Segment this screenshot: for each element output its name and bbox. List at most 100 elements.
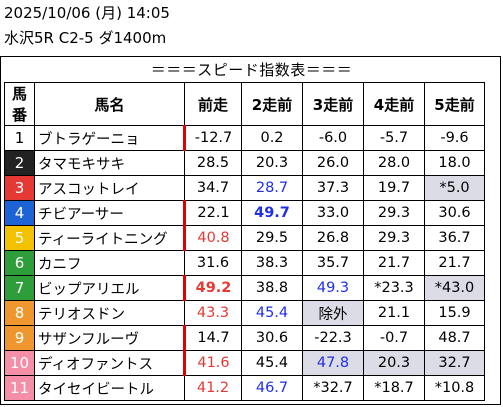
speed-index-cell: 28.5 bbox=[184, 150, 242, 176]
speed-index-cell: 19.7 bbox=[363, 175, 425, 201]
speed-index-cell: -0.7 bbox=[363, 325, 425, 351]
speed-index-cell: 0.2 bbox=[241, 125, 303, 151]
col-header-horse-name: 馬名 bbox=[34, 82, 185, 126]
horse-number-cell: 6 bbox=[4, 250, 35, 276]
speed-index-cell: 49.2 bbox=[183, 275, 242, 301]
speed-index-cell: 29.3 bbox=[363, 225, 425, 251]
table-frame bbox=[0, 56, 501, 405]
horse-name-cell: ディオファントス bbox=[34, 350, 185, 376]
speed-index-cell: *18.7 bbox=[363, 375, 425, 401]
speed-index-cell: 49.7 bbox=[241, 200, 303, 226]
horse-number-cell: 1 bbox=[4, 125, 35, 151]
horse-number-cell: 5 bbox=[4, 225, 35, 251]
speed-index-table: 馬番 馬名 前走 2走前 3走前 4走前 5走前 1 ブトラゲーニョ -12.7… bbox=[4, 82, 485, 401]
speed-index-cell: 41.2 bbox=[184, 375, 242, 401]
horse-name-cell: ビップアリエル bbox=[34, 275, 185, 301]
horse-name-cell: チビアーサー bbox=[34, 200, 185, 226]
speed-index-cell: 30.6 bbox=[241, 325, 303, 351]
horse-number-cell: 3 bbox=[4, 175, 35, 201]
horse-number-cell: 8 bbox=[4, 300, 35, 326]
table-row: 8 テリオスドン 43.3 45.4 除外 21.1 15.9 bbox=[4, 300, 485, 326]
speed-index-cell: 20.3 bbox=[241, 150, 303, 176]
speed-index-cell: 47.8 bbox=[302, 350, 364, 376]
speed-index-cell: 14.7 bbox=[183, 325, 242, 351]
speed-index-cell: *43.0 bbox=[424, 275, 485, 301]
speed-index-cell: *23.3 bbox=[363, 275, 425, 301]
speed-index-cell: 21.7 bbox=[424, 250, 485, 276]
speed-index-cell: 22.1 bbox=[183, 200, 242, 226]
speed-index-cell: -12.7 bbox=[183, 125, 242, 151]
speed-index-cell: 35.7 bbox=[302, 250, 364, 276]
speed-index-cell: 32.7 bbox=[424, 350, 485, 376]
horse-number-cell: 9 bbox=[4, 325, 35, 351]
section-title: ＝＝＝スピード指数表＝＝＝ bbox=[150, 61, 353, 79]
col-header-number: 馬番 bbox=[4, 82, 35, 126]
horse-number-cell: 2 bbox=[4, 150, 35, 176]
table-row: 6 カニフ 31.6 38.3 35.7 21.7 21.7 bbox=[4, 250, 485, 276]
speed-index-cell: 46.7 bbox=[241, 375, 303, 401]
speed-index-cell: 29.5 bbox=[241, 225, 303, 251]
horse-name-cell: テリオスドン bbox=[34, 300, 185, 326]
table-row: 9 サザンフルーヴ 14.7 30.6 -22.3 -0.7 48.7 bbox=[4, 325, 485, 351]
speed-index-cell: 28.0 bbox=[363, 150, 425, 176]
speed-index-cell: 15.9 bbox=[424, 300, 485, 326]
header-row: 馬番 馬名 前走 2走前 3走前 4走前 5走前 bbox=[4, 82, 485, 126]
race-datetime: 2025/10/06 (月) 14:05 bbox=[4, 4, 170, 22]
table-row: 11 タイセイビートル 41.2 46.7 *32.7 *18.7 *10.8 bbox=[4, 375, 485, 401]
table-row: 1 ブトラゲーニョ -12.7 0.2 -6.0 -5.7 -9.6 bbox=[4, 125, 485, 151]
horse-number-cell: 7 bbox=[4, 275, 35, 301]
horse-number-cell: 10 bbox=[4, 350, 35, 376]
speed-index-cell: 38.8 bbox=[241, 275, 303, 301]
table-row: 5 ティーライトニング 40.8 29.5 26.8 29.3 36.7 bbox=[4, 225, 485, 251]
speed-index-cell: 34.7 bbox=[184, 175, 242, 201]
horse-number-cell: 4 bbox=[4, 200, 35, 226]
speed-index-cell: 45.4 bbox=[241, 300, 303, 326]
speed-index-cell: 43.3 bbox=[184, 300, 242, 326]
speed-index-cell: 20.3 bbox=[363, 350, 425, 376]
speed-index-cell: 21.1 bbox=[363, 300, 425, 326]
table-row: 4 チビアーサー 22.1 49.7 33.0 29.3 30.6 bbox=[4, 200, 485, 226]
horse-name-cell: タイセイビートル bbox=[34, 375, 185, 401]
col-header-2-races-ago: 2走前 bbox=[241, 82, 303, 126]
table-row: 10 ディオファントス 41.6 45.4 47.8 20.3 32.7 bbox=[4, 350, 485, 376]
horse-name-cell: カニフ bbox=[34, 250, 185, 276]
speed-index-cell: 31.6 bbox=[184, 250, 242, 276]
speed-index-cell: 40.8 bbox=[183, 225, 242, 251]
col-header-last-race: 前走 bbox=[184, 82, 242, 126]
speed-index-cell: 38.3 bbox=[241, 250, 303, 276]
table-row: 3 アスコットレイ 34.7 28.7 37.3 19.7 *5.0 bbox=[4, 175, 485, 201]
speed-index-cell: 26.8 bbox=[302, 225, 364, 251]
speed-index-cell: *10.8 bbox=[424, 375, 485, 401]
speed-index-cell: 28.7 bbox=[241, 175, 303, 201]
speed-index-cell: 36.7 bbox=[424, 225, 485, 251]
speed-index-cell: 26.0 bbox=[302, 150, 364, 176]
horse-name-cell: ティーライトニング bbox=[34, 225, 185, 251]
speed-index-cell: 18.0 bbox=[424, 150, 485, 176]
speed-index-cell: 除外 bbox=[302, 300, 364, 326]
speed-index-cell: 49.3 bbox=[302, 275, 364, 301]
horse-name-cell: タマモキサキ bbox=[34, 150, 185, 176]
table-row: 7 ビップアリエル 49.2 38.8 49.3 *23.3 *43.0 bbox=[4, 275, 485, 301]
speed-index-cell: *5.0 bbox=[424, 175, 485, 201]
speed-index-cell: -22.3 bbox=[302, 325, 364, 351]
race-info: 水沢5R C2-5 ダ1400m bbox=[4, 29, 167, 47]
speed-index-cell: -6.0 bbox=[302, 125, 364, 151]
col-header-5-races-ago: 5走前 bbox=[424, 82, 485, 126]
col-header-4-races-ago: 4走前 bbox=[363, 82, 425, 126]
horse-name-cell: アスコットレイ bbox=[34, 175, 185, 201]
horse-name-cell: ブトラゲーニョ bbox=[34, 125, 185, 151]
speed-index-cell: 29.3 bbox=[363, 200, 425, 226]
table-row: 2 タマモキサキ 28.5 20.3 26.0 28.0 18.0 bbox=[4, 150, 485, 176]
horse-number-cell: 11 bbox=[4, 375, 35, 401]
speed-index-cell: 33.0 bbox=[302, 200, 364, 226]
speed-index-cell: 37.3 bbox=[302, 175, 364, 201]
speed-index-cell: 48.7 bbox=[424, 325, 485, 351]
speed-index-cell: 41.6 bbox=[183, 350, 242, 376]
horse-name-cell: サザンフルーヴ bbox=[34, 325, 185, 351]
speed-index-cell: 30.6 bbox=[424, 200, 485, 226]
col-header-3-races-ago: 3走前 bbox=[302, 82, 364, 126]
speed-index-cell: -9.6 bbox=[424, 125, 485, 151]
speed-index-cell: 45.4 bbox=[241, 350, 303, 376]
speed-index-cell: *32.7 bbox=[302, 375, 364, 401]
